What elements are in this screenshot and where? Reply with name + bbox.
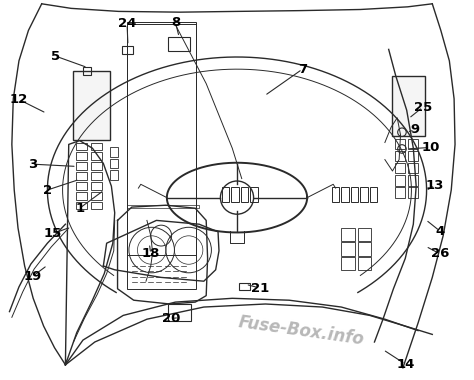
Bar bbox=[408, 175, 418, 185]
Text: 26: 26 bbox=[431, 247, 449, 260]
Text: 18: 18 bbox=[142, 247, 160, 260]
Bar bbox=[408, 187, 418, 198]
Bar bbox=[168, 304, 191, 321]
Bar bbox=[408, 139, 418, 149]
Bar bbox=[395, 163, 405, 173]
Bar bbox=[127, 24, 196, 289]
Text: 2: 2 bbox=[43, 184, 52, 196]
Bar bbox=[91, 192, 102, 200]
Bar bbox=[239, 283, 250, 290]
Bar bbox=[76, 152, 87, 160]
Text: 10: 10 bbox=[421, 141, 439, 154]
Bar bbox=[241, 187, 248, 202]
Bar bbox=[76, 162, 87, 170]
Bar bbox=[76, 172, 87, 180]
Bar bbox=[76, 142, 87, 150]
Bar bbox=[73, 71, 110, 140]
Bar bbox=[91, 172, 102, 180]
Bar bbox=[408, 151, 418, 161]
Bar bbox=[358, 228, 371, 241]
Bar bbox=[395, 139, 405, 149]
Text: 15: 15 bbox=[44, 227, 62, 240]
Bar bbox=[110, 147, 118, 157]
Bar bbox=[250, 187, 258, 202]
Bar bbox=[110, 170, 118, 180]
Text: 13: 13 bbox=[426, 179, 444, 192]
Text: 21: 21 bbox=[251, 282, 269, 294]
Bar bbox=[91, 162, 102, 170]
Bar bbox=[341, 228, 355, 241]
Text: 8: 8 bbox=[171, 16, 180, 28]
Text: 3: 3 bbox=[27, 158, 37, 171]
Bar bbox=[76, 202, 87, 209]
Bar bbox=[91, 202, 102, 209]
Bar bbox=[370, 187, 377, 202]
Bar bbox=[395, 151, 405, 161]
Bar bbox=[122, 46, 133, 54]
Bar bbox=[341, 242, 355, 256]
Text: 25: 25 bbox=[414, 101, 432, 114]
Bar bbox=[110, 159, 118, 168]
Bar bbox=[91, 142, 102, 150]
Bar bbox=[127, 22, 196, 255]
Text: 14: 14 bbox=[396, 358, 414, 370]
Text: 4: 4 bbox=[435, 225, 445, 238]
Bar bbox=[392, 76, 425, 136]
Bar bbox=[358, 242, 371, 256]
Bar bbox=[341, 187, 349, 202]
Bar bbox=[332, 187, 339, 202]
Bar bbox=[231, 187, 239, 202]
Bar bbox=[360, 187, 368, 202]
Text: 24: 24 bbox=[118, 17, 136, 30]
Text: Fuse-Box.info: Fuse-Box.info bbox=[237, 313, 365, 348]
Text: 12: 12 bbox=[10, 93, 28, 106]
Text: 1: 1 bbox=[75, 202, 84, 215]
Text: 19: 19 bbox=[23, 270, 41, 283]
Bar bbox=[76, 182, 87, 190]
Bar bbox=[76, 192, 87, 200]
Bar bbox=[91, 152, 102, 160]
Bar bbox=[395, 187, 405, 198]
Bar bbox=[83, 66, 91, 75]
Bar bbox=[358, 257, 371, 270]
Bar bbox=[168, 37, 190, 51]
Bar bbox=[341, 257, 355, 270]
Bar bbox=[351, 187, 358, 202]
Bar bbox=[222, 187, 229, 202]
Bar bbox=[408, 163, 418, 173]
Bar bbox=[395, 175, 405, 185]
Text: 5: 5 bbox=[51, 50, 61, 63]
Text: 9: 9 bbox=[410, 124, 419, 136]
Bar bbox=[91, 182, 102, 190]
Text: 7: 7 bbox=[298, 63, 307, 76]
Text: 20: 20 bbox=[163, 312, 181, 325]
